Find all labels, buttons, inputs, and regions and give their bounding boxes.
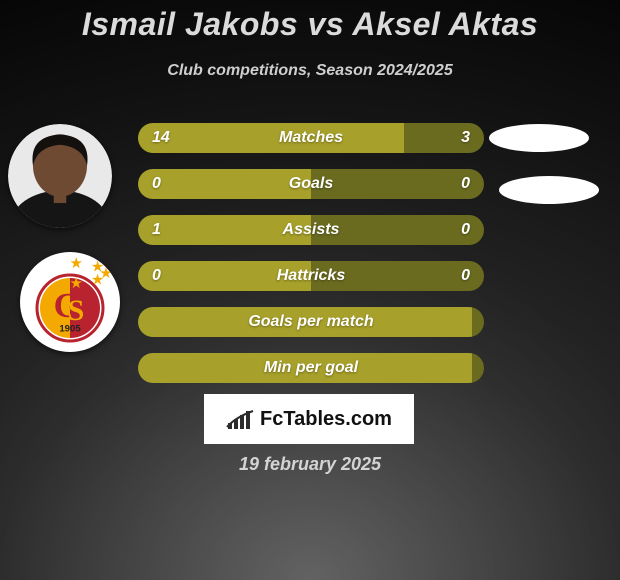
player-left-avatar — [8, 124, 112, 228]
comparison-bar-left — [138, 307, 472, 337]
comparison-bar-left — [138, 123, 404, 153]
page-title: Ismail Jakobs vs Aksel Aktas — [0, 6, 620, 43]
comparison-bar-right — [472, 353, 484, 383]
svg-text:★: ★ — [91, 271, 104, 288]
player-left-club-badge: G S 1905 ★★★★★ — [20, 252, 120, 352]
svg-text:★: ★ — [70, 275, 83, 292]
comparison-row: Goals per match — [138, 307, 484, 337]
comparison-bar-left — [138, 169, 311, 199]
comparison-bar-right — [311, 261, 484, 291]
page-subtitle: Club competitions, Season 2024/2025 — [0, 62, 620, 80]
comparison-row: Hattricks00 — [138, 261, 484, 291]
comparison-bar-right — [311, 215, 484, 245]
player-right-ellipse — [499, 176, 599, 204]
fctables-watermark: FcTables.com — [204, 394, 414, 444]
comparison-bar-left — [138, 261, 311, 291]
comparison-row: Min per goal — [138, 353, 484, 383]
comparison-row: Assists10 — [138, 215, 484, 245]
comparison-bar-right — [472, 307, 484, 337]
comparison-bar-right — [311, 169, 484, 199]
comparison-bar-left — [138, 215, 311, 245]
comparison-row: Goals00 — [138, 169, 484, 199]
footer-date: 19 february 2025 — [0, 454, 620, 475]
fctables-logo-icon — [226, 409, 254, 429]
svg-text:★: ★ — [70, 255, 83, 272]
player-right-ellipse — [489, 124, 589, 152]
svg-text:S: S — [68, 294, 85, 327]
fctables-text: FcTables.com — [260, 408, 392, 431]
comparison-bars: Matches143 Goals00 Assists10 Hattricks00 Goa… — [138, 123, 484, 399]
comparison-bar-left — [138, 353, 472, 383]
comparison-row: Matches143 — [138, 123, 484, 153]
comparison-bar-right — [404, 123, 484, 153]
svg-text:1905: 1905 — [59, 323, 81, 334]
